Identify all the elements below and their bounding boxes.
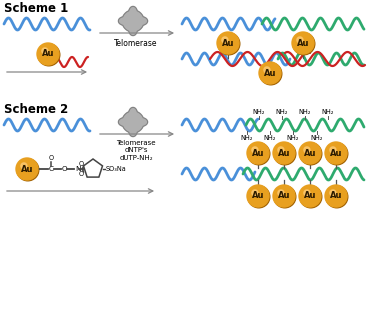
Circle shape	[292, 32, 314, 54]
Circle shape	[218, 33, 240, 55]
Circle shape	[274, 186, 296, 208]
Text: Scheme 2: Scheme 2	[4, 103, 68, 116]
Text: Au: Au	[297, 38, 309, 47]
Circle shape	[222, 37, 228, 43]
Circle shape	[21, 163, 27, 169]
Circle shape	[217, 32, 239, 54]
Circle shape	[297, 37, 303, 43]
Polygon shape	[118, 6, 148, 36]
Circle shape	[326, 143, 348, 165]
Circle shape	[42, 48, 48, 54]
Circle shape	[299, 185, 321, 207]
Text: N: N	[75, 166, 81, 172]
Text: Au: Au	[278, 148, 290, 158]
Text: Au: Au	[222, 38, 234, 47]
Text: Au: Au	[278, 191, 290, 200]
Circle shape	[278, 147, 284, 153]
Text: Au: Au	[304, 191, 316, 200]
Circle shape	[252, 190, 258, 196]
Circle shape	[259, 62, 281, 84]
Text: Au: Au	[304, 148, 316, 158]
Circle shape	[330, 190, 336, 196]
Circle shape	[300, 143, 322, 165]
Circle shape	[252, 147, 258, 153]
Text: NH₂: NH₂	[253, 109, 265, 115]
Text: Telomerase: Telomerase	[114, 39, 158, 48]
Polygon shape	[118, 107, 148, 137]
Circle shape	[304, 147, 310, 153]
Circle shape	[264, 67, 270, 73]
Text: NH₂: NH₂	[241, 135, 253, 141]
Text: Au: Au	[42, 49, 54, 59]
Text: O: O	[79, 161, 84, 167]
Circle shape	[326, 186, 348, 208]
Text: Au: Au	[21, 164, 33, 173]
Circle shape	[273, 142, 295, 164]
Circle shape	[247, 142, 269, 164]
Text: SO₃Na: SO₃Na	[106, 166, 127, 172]
Circle shape	[274, 143, 296, 165]
Text: NH₂: NH₂	[287, 135, 299, 141]
Text: Au: Au	[252, 191, 264, 200]
Text: Au: Au	[252, 148, 264, 158]
Circle shape	[325, 185, 347, 207]
Text: Au: Au	[330, 191, 342, 200]
Circle shape	[330, 147, 336, 153]
Text: O: O	[49, 155, 54, 161]
Text: O: O	[79, 171, 84, 177]
Circle shape	[247, 185, 269, 207]
Circle shape	[278, 190, 284, 196]
Text: NH₂: NH₂	[264, 135, 276, 141]
Circle shape	[304, 190, 310, 196]
Circle shape	[299, 142, 321, 164]
Text: O: O	[62, 166, 68, 172]
Text: C: C	[49, 166, 54, 172]
Circle shape	[300, 186, 322, 208]
Circle shape	[260, 63, 282, 85]
Text: Au: Au	[264, 68, 276, 78]
Circle shape	[37, 43, 59, 65]
Circle shape	[248, 186, 270, 208]
Circle shape	[38, 44, 60, 66]
Circle shape	[273, 185, 295, 207]
Circle shape	[17, 159, 39, 181]
Text: Scheme 1: Scheme 1	[4, 2, 68, 15]
Circle shape	[293, 33, 315, 55]
Text: Au: Au	[330, 148, 342, 158]
Text: NH₂: NH₂	[322, 109, 334, 115]
Text: NH₂: NH₂	[311, 135, 323, 141]
Text: Telomerase
dNTP's
dUTP-NH₂: Telomerase dNTP's dUTP-NH₂	[116, 140, 156, 161]
Circle shape	[16, 158, 38, 180]
Circle shape	[248, 143, 270, 165]
Circle shape	[325, 142, 347, 164]
Text: NH₂: NH₂	[299, 109, 311, 115]
Text: NH₂: NH₂	[276, 109, 288, 115]
